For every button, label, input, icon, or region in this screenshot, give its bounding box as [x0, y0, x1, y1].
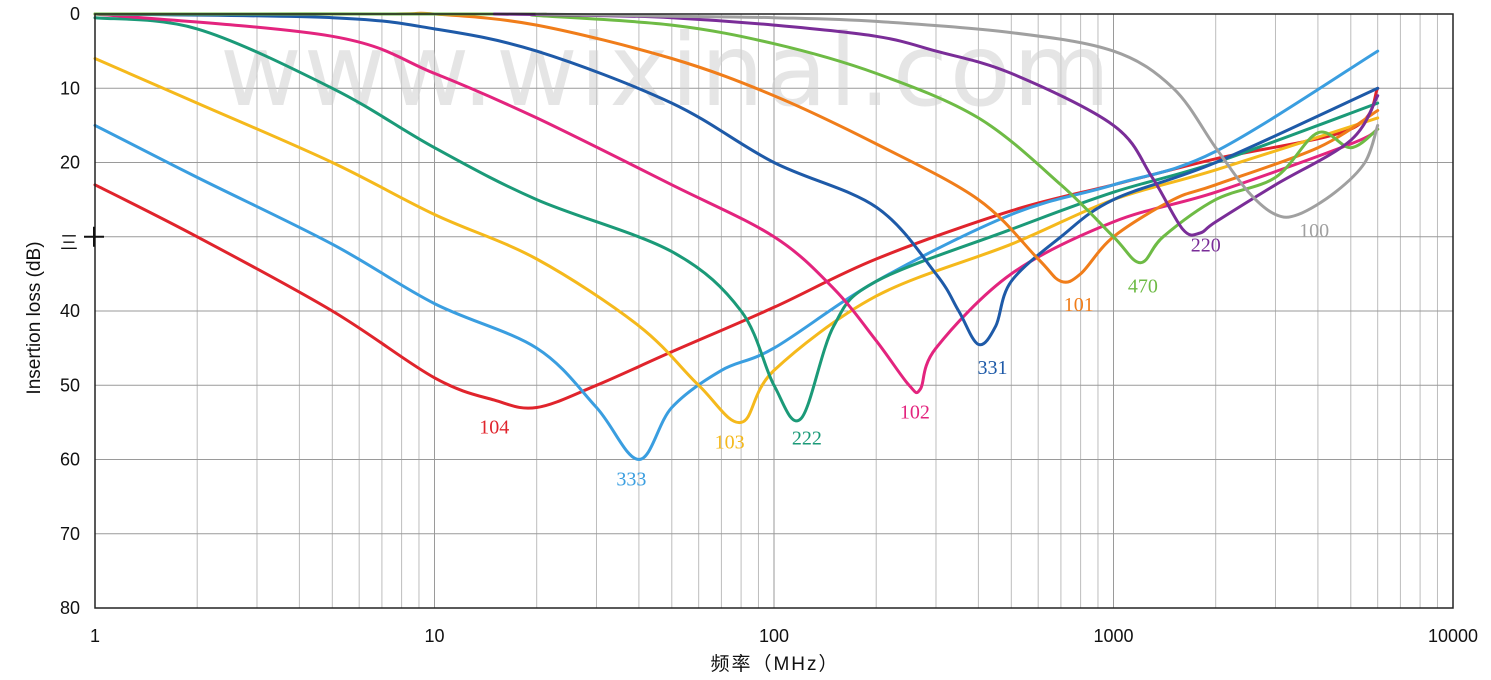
y-axis-title: Insertion loss (dB): [24, 241, 45, 394]
grid: [95, 14, 1453, 608]
y-tick-label: 40: [60, 301, 80, 321]
curve-label-102: 102: [900, 402, 930, 424]
series-line-100: [535, 12, 1380, 219]
y-tick-label: 20: [60, 153, 80, 173]
curve-label-103: 103: [715, 431, 745, 453]
series-line-222: [93, 16, 1380, 423]
curve-label-104: 104: [479, 417, 509, 439]
y-tick-label: 10: [60, 78, 80, 98]
y-tick-label: 80: [60, 598, 80, 618]
curve-label-220: 220: [1191, 235, 1221, 257]
curve-label-331: 331: [977, 357, 1007, 379]
curve-label-100: 100: [1299, 220, 1329, 242]
tick-labels: 1 10 100 1000 10000 0 10 20 40 50 60 70 80: [60, 4, 1478, 646]
y-tick-label: 60: [60, 450, 80, 470]
curve-label-333: 333: [616, 468, 646, 490]
x-tick-label: 10: [424, 626, 444, 646]
x-tick-label: 10000: [1428, 626, 1478, 646]
y-tick-30-label: 三: [60, 233, 78, 253]
plot-frame: [94, 13, 1454, 609]
y-tick-label: 70: [60, 524, 80, 544]
series-line-220: [492, 12, 1380, 237]
curve-label-470: 470: [1128, 275, 1158, 297]
series-line-333: [93, 49, 1380, 461]
curve-label-101: 101: [1064, 294, 1094, 316]
series-line-104: [93, 86, 1380, 410]
curve-labels: 104 333 103 222 102 331 101 470 220 100: [479, 220, 1329, 491]
x-tick-label: 1: [90, 626, 100, 646]
x-tick-label: 100: [759, 626, 789, 646]
x-tick-label: 1000: [1093, 626, 1133, 646]
series-line-331: [93, 12, 1380, 347]
y-tick-label: 50: [60, 375, 80, 395]
y-tick-label: 0: [70, 4, 80, 24]
x-axis-title: 频率（MHz）: [710, 653, 839, 675]
curve-label-222: 222: [792, 428, 822, 450]
